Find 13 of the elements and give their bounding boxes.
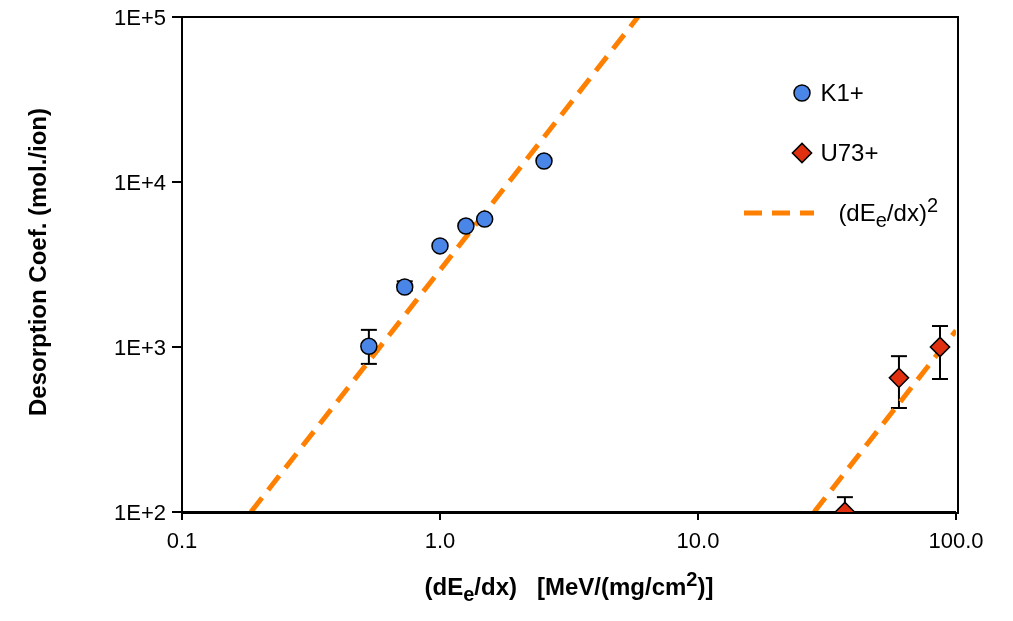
x-axis-title: (dE$_{e}$/dx) [MeV/(mg/cm$^{2}$)]	[423, 568, 715, 606]
y-tick-label: 1E+3	[114, 334, 166, 360]
x-tick-label: 100.0	[928, 527, 984, 553]
x-tick-label: 1.0	[424, 527, 456, 553]
legend-label: U73+	[820, 139, 879, 167]
legend-label: K1+	[820, 79, 864, 107]
x-tick-label: 10.0	[676, 527, 720, 553]
y-axis-title: Desorption Coef. (mol./ion)	[24, 107, 52, 418]
y-tick-label: 1E+2	[114, 499, 166, 525]
x-tick-label: 0.1	[166, 527, 198, 553]
legend-label: (dE$_{e}$/dx)$^{2}$	[838, 194, 938, 232]
y-tick-label: 1E+5	[114, 4, 166, 30]
y-tick-label: 1E+4	[114, 169, 166, 195]
